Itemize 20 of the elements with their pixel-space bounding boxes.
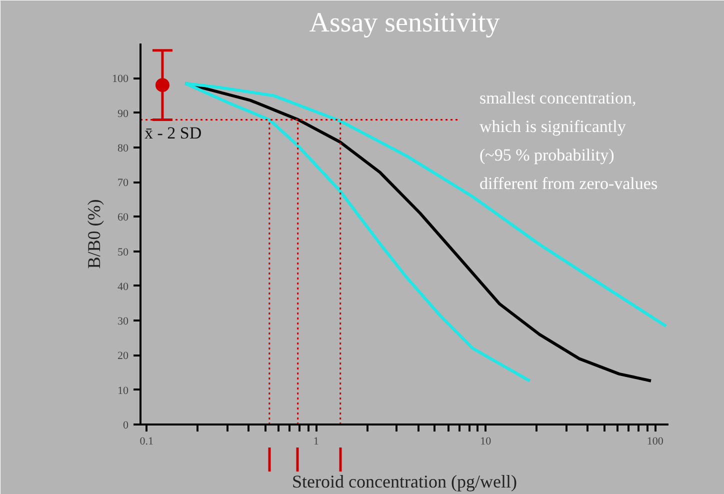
y-tick-label: 80 (118, 142, 129, 154)
y-tick-label: 30 (118, 316, 129, 328)
annotation: smallest concentration, which is significantly (~95 % probability) different from zero-values (479, 88, 658, 194)
y-tick-label: 100 (112, 73, 129, 86)
x-tick-label: 100 (646, 436, 664, 448)
y-tick-label: 0 (123, 420, 129, 432)
y-tick-label: 70 (118, 177, 129, 190)
y-tick-label: 50 (118, 246, 129, 258)
x-tick-label: 1 (313, 436, 319, 448)
y-tick-label: 10 (118, 384, 129, 397)
ref-line-label: x̄ - 2 SD (144, 124, 202, 143)
y-tick-label: 20 (118, 350, 129, 362)
x-tick-label: 0.1 (140, 436, 154, 448)
y-tick-label: 60 (118, 212, 129, 224)
y-tick-label: 90 (118, 108, 129, 120)
chart-title: Assay sensitivity (309, 8, 500, 38)
x-tick-label: 10 (480, 436, 492, 448)
y-tick-label: 40 (118, 280, 129, 293)
x-axis-title: Steroid concentration (pg/well) (292, 472, 517, 492)
y-axis-title: B/B0 (%) (84, 199, 104, 269)
